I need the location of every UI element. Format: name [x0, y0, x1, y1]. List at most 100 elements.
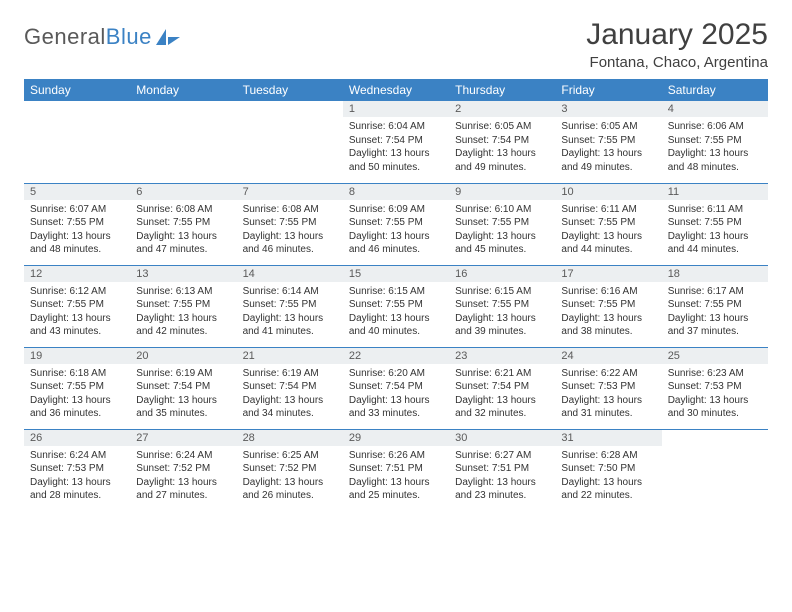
- calendar-cell: 23Sunrise: 6:21 AMSunset: 7:54 PMDayligh…: [449, 347, 555, 429]
- day-body: Sunrise: 6:10 AMSunset: 7:55 PMDaylight:…: [449, 200, 555, 261]
- header: GeneralBlue January 2025 Fontana, Chaco,…: [24, 18, 768, 71]
- calendar-cell: 19Sunrise: 6:18 AMSunset: 7:55 PMDayligh…: [24, 347, 130, 429]
- calendar-cell: 4Sunrise: 6:06 AMSunset: 7:55 PMDaylight…: [662, 101, 768, 183]
- day-number: 31: [555, 430, 661, 446]
- calendar-cell: 17Sunrise: 6:16 AMSunset: 7:55 PMDayligh…: [555, 265, 661, 347]
- logo-word2: Blue: [106, 24, 152, 49]
- day-body: Sunrise: 6:21 AMSunset: 7:54 PMDaylight:…: [449, 364, 555, 425]
- calendar-cell: 7Sunrise: 6:08 AMSunset: 7:55 PMDaylight…: [237, 183, 343, 265]
- day-body: Sunrise: 6:08 AMSunset: 7:55 PMDaylight:…: [130, 200, 236, 261]
- day-number: 15: [343, 266, 449, 282]
- day-body: Sunrise: 6:11 AMSunset: 7:55 PMDaylight:…: [662, 200, 768, 261]
- calendar-cell: 18Sunrise: 6:17 AMSunset: 7:55 PMDayligh…: [662, 265, 768, 347]
- day-body: Sunrise: 6:12 AMSunset: 7:55 PMDaylight:…: [24, 282, 130, 343]
- day-number: 27: [130, 430, 236, 446]
- calendar-cell: 27Sunrise: 6:24 AMSunset: 7:52 PMDayligh…: [130, 429, 236, 511]
- logo-text: GeneralBlue: [24, 24, 152, 50]
- calendar-cell: 25Sunrise: 6:23 AMSunset: 7:53 PMDayligh…: [662, 347, 768, 429]
- weekday-header: Thursday: [449, 79, 555, 101]
- day-body: Sunrise: 6:16 AMSunset: 7:55 PMDaylight:…: [555, 282, 661, 343]
- day-number: 22: [343, 348, 449, 364]
- day-body: Sunrise: 6:09 AMSunset: 7:55 PMDaylight:…: [343, 200, 449, 261]
- day-body: Sunrise: 6:05 AMSunset: 7:55 PMDaylight:…: [555, 117, 661, 178]
- day-body: Sunrise: 6:18 AMSunset: 7:55 PMDaylight:…: [24, 364, 130, 425]
- day-body: Sunrise: 6:19 AMSunset: 7:54 PMDaylight:…: [130, 364, 236, 425]
- day-body: Sunrise: 6:17 AMSunset: 7:55 PMDaylight:…: [662, 282, 768, 343]
- calendar-cell: 9Sunrise: 6:10 AMSunset: 7:55 PMDaylight…: [449, 183, 555, 265]
- day-number: 2: [449, 101, 555, 117]
- day-number: 19: [24, 348, 130, 364]
- calendar-cell: ..: [237, 101, 343, 183]
- calendar-cell: 1Sunrise: 6:04 AMSunset: 7:54 PMDaylight…: [343, 101, 449, 183]
- day-number: 28: [237, 430, 343, 446]
- day-body: Sunrise: 6:23 AMSunset: 7:53 PMDaylight:…: [662, 364, 768, 425]
- day-number: 13: [130, 266, 236, 282]
- calendar-cell: 28Sunrise: 6:25 AMSunset: 7:52 PMDayligh…: [237, 429, 343, 511]
- calendar-row: 19Sunrise: 6:18 AMSunset: 7:55 PMDayligh…: [24, 347, 768, 429]
- weekday-header: Tuesday: [237, 79, 343, 101]
- calendar-cell: 16Sunrise: 6:15 AMSunset: 7:55 PMDayligh…: [449, 265, 555, 347]
- day-number: 7: [237, 184, 343, 200]
- logo-word1: General: [24, 24, 106, 49]
- calendar-head: SundayMondayTuesdayWednesdayThursdayFrid…: [24, 79, 768, 101]
- calendar-cell: 11Sunrise: 6:11 AMSunset: 7:55 PMDayligh…: [662, 183, 768, 265]
- day-number: 29: [343, 430, 449, 446]
- day-number: 3: [555, 101, 661, 117]
- day-number: 9: [449, 184, 555, 200]
- day-body: Sunrise: 6:07 AMSunset: 7:55 PMDaylight:…: [24, 200, 130, 261]
- day-number: 23: [449, 348, 555, 364]
- calendar-cell: 5Sunrise: 6:07 AMSunset: 7:55 PMDaylight…: [24, 183, 130, 265]
- calendar-cell: 22Sunrise: 6:20 AMSunset: 7:54 PMDayligh…: [343, 347, 449, 429]
- calendar-cell: 8Sunrise: 6:09 AMSunset: 7:55 PMDaylight…: [343, 183, 449, 265]
- calendar-cell: ..: [130, 101, 236, 183]
- calendar-cell: 3Sunrise: 6:05 AMSunset: 7:55 PMDaylight…: [555, 101, 661, 183]
- calendar-row: 5Sunrise: 6:07 AMSunset: 7:55 PMDaylight…: [24, 183, 768, 265]
- calendar-cell: 29Sunrise: 6:26 AMSunset: 7:51 PMDayligh…: [343, 429, 449, 511]
- day-body: Sunrise: 6:28 AMSunset: 7:50 PMDaylight:…: [555, 446, 661, 507]
- day-body: Sunrise: 6:27 AMSunset: 7:51 PMDaylight:…: [449, 446, 555, 507]
- day-number: 12: [24, 266, 130, 282]
- day-body: Sunrise: 6:13 AMSunset: 7:55 PMDaylight:…: [130, 282, 236, 343]
- day-body: Sunrise: 6:05 AMSunset: 7:54 PMDaylight:…: [449, 117, 555, 178]
- calendar-cell: ..: [662, 429, 768, 511]
- day-body: Sunrise: 6:26 AMSunset: 7:51 PMDaylight:…: [343, 446, 449, 507]
- day-number: 16: [449, 266, 555, 282]
- calendar-cell: 31Sunrise: 6:28 AMSunset: 7:50 PMDayligh…: [555, 429, 661, 511]
- day-number: 4: [662, 101, 768, 117]
- weekday-header: Monday: [130, 79, 236, 101]
- calendar-cell: 2Sunrise: 6:05 AMSunset: 7:54 PMDaylight…: [449, 101, 555, 183]
- day-body: Sunrise: 6:15 AMSunset: 7:55 PMDaylight:…: [449, 282, 555, 343]
- logo: GeneralBlue: [24, 18, 182, 50]
- calendar-cell: 14Sunrise: 6:14 AMSunset: 7:55 PMDayligh…: [237, 265, 343, 347]
- calendar-cell: 26Sunrise: 6:24 AMSunset: 7:53 PMDayligh…: [24, 429, 130, 511]
- day-body: Sunrise: 6:25 AMSunset: 7:52 PMDaylight:…: [237, 446, 343, 507]
- weekday-header: Saturday: [662, 79, 768, 101]
- day-body: Sunrise: 6:22 AMSunset: 7:53 PMDaylight:…: [555, 364, 661, 425]
- page-subtitle: Fontana, Chaco, Argentina: [586, 54, 768, 71]
- day-number: 18: [662, 266, 768, 282]
- day-number: 8: [343, 184, 449, 200]
- calendar-row: ......1Sunrise: 6:04 AMSunset: 7:54 PMDa…: [24, 101, 768, 183]
- weekday-header: Friday: [555, 79, 661, 101]
- calendar-row: 12Sunrise: 6:12 AMSunset: 7:55 PMDayligh…: [24, 265, 768, 347]
- day-body: Sunrise: 6:19 AMSunset: 7:54 PMDaylight:…: [237, 364, 343, 425]
- day-number: 20: [130, 348, 236, 364]
- day-body: Sunrise: 6:08 AMSunset: 7:55 PMDaylight:…: [237, 200, 343, 261]
- calendar-cell: 10Sunrise: 6:11 AMSunset: 7:55 PMDayligh…: [555, 183, 661, 265]
- day-number: 14: [237, 266, 343, 282]
- weekday-header: Sunday: [24, 79, 130, 101]
- calendar-row: 26Sunrise: 6:24 AMSunset: 7:53 PMDayligh…: [24, 429, 768, 511]
- calendar-cell: 30Sunrise: 6:27 AMSunset: 7:51 PMDayligh…: [449, 429, 555, 511]
- day-body: Sunrise: 6:14 AMSunset: 7:55 PMDaylight:…: [237, 282, 343, 343]
- calendar-cell: 13Sunrise: 6:13 AMSunset: 7:55 PMDayligh…: [130, 265, 236, 347]
- day-number: 30: [449, 430, 555, 446]
- calendar-cell: ..: [24, 101, 130, 183]
- day-number: 1: [343, 101, 449, 117]
- day-body: Sunrise: 6:06 AMSunset: 7:55 PMDaylight:…: [662, 117, 768, 178]
- day-number: 24: [555, 348, 661, 364]
- day-number: 11: [662, 184, 768, 200]
- day-number: 25: [662, 348, 768, 364]
- title-block: January 2025 Fontana, Chaco, Argentina: [586, 18, 768, 71]
- page-title: January 2025: [586, 18, 768, 52]
- day-number: 6: [130, 184, 236, 200]
